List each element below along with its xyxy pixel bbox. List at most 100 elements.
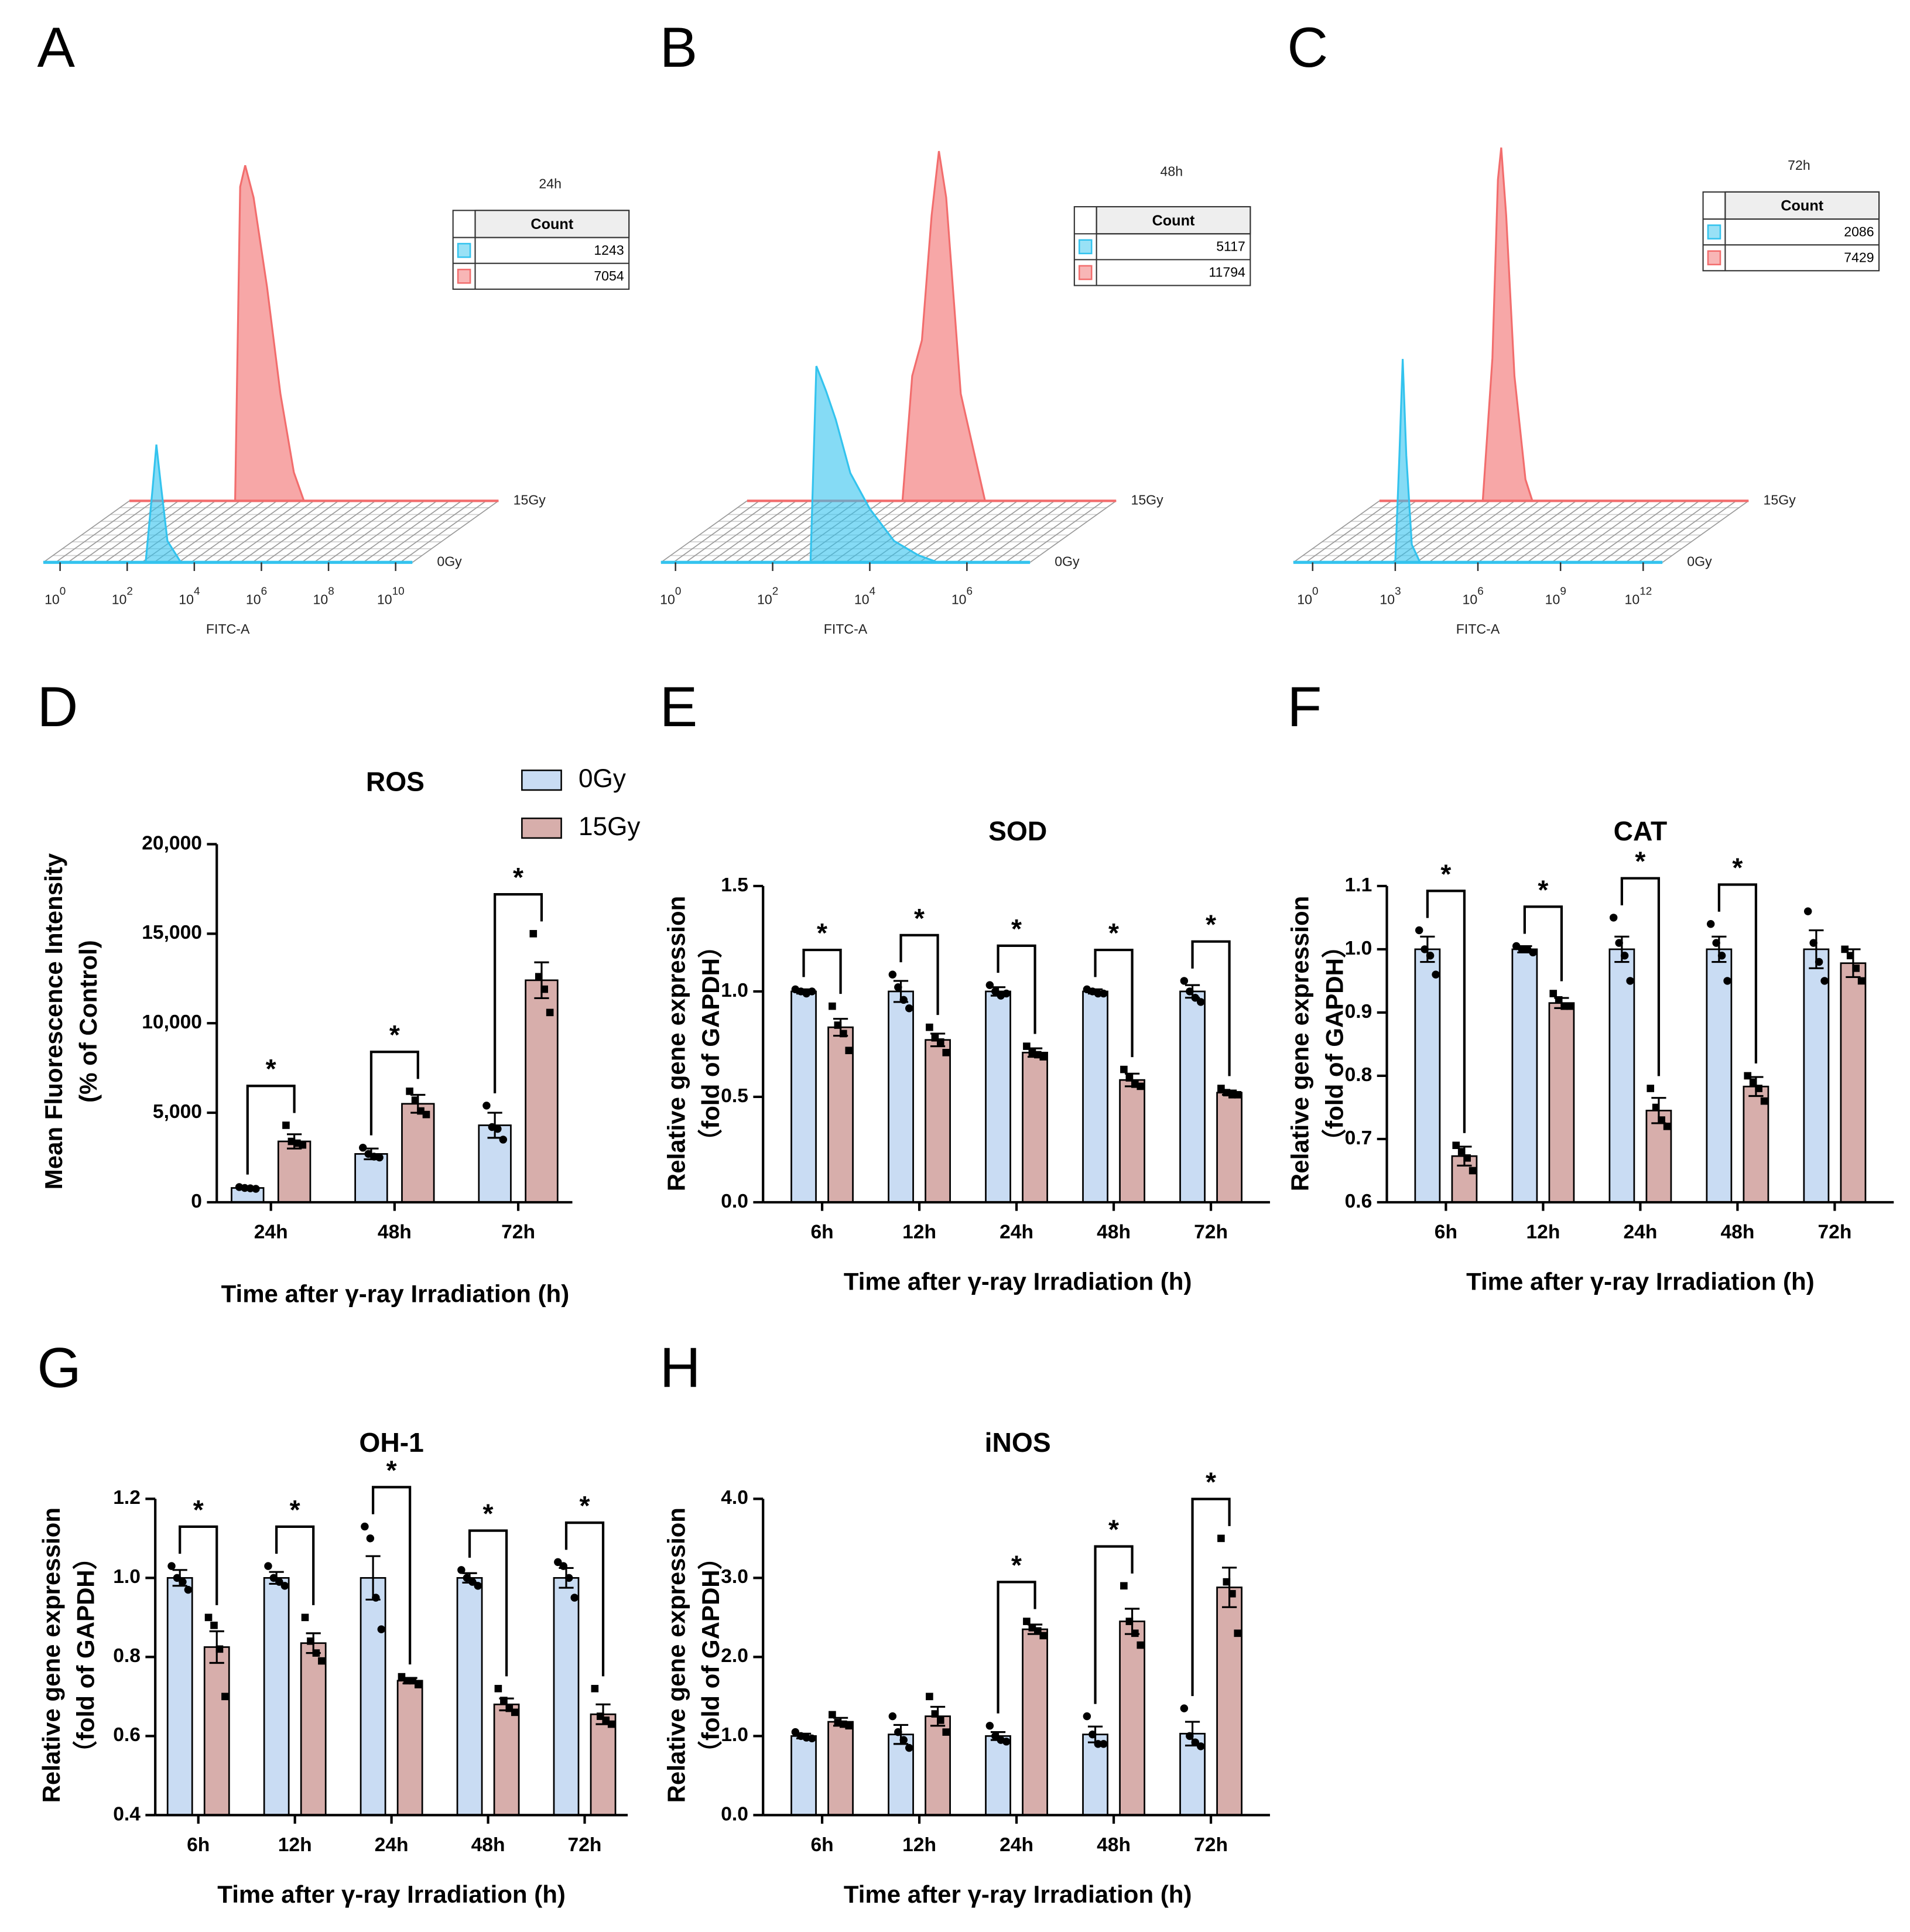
data-point — [597, 1712, 604, 1720]
table-swatch — [1078, 265, 1093, 281]
floor-line — [215, 500, 302, 563]
panel-letter: E — [660, 676, 697, 738]
y-tick-label: 0.8 — [1345, 1064, 1372, 1086]
x-tick-label: 24h — [375, 1834, 409, 1856]
significance-star: * — [1108, 918, 1119, 948]
bar — [1216, 1092, 1242, 1203]
histogram-curve — [1481, 147, 1534, 502]
floor-line — [697, 500, 785, 563]
significance-bracket — [468, 1529, 508, 1677]
x-tick-label: 72h — [1194, 1221, 1228, 1243]
data-point — [494, 1685, 502, 1692]
bar — [790, 1735, 817, 1816]
significance-star: * — [1440, 859, 1451, 889]
data-point — [991, 1732, 1000, 1740]
data-point — [985, 981, 994, 989]
y-tick-label: 4.0 — [721, 1487, 748, 1509]
data-point — [1712, 939, 1720, 947]
histogram-curve — [809, 365, 939, 563]
floor-line — [55, 500, 142, 563]
x-tick-label: 104 — [179, 586, 200, 607]
data-point — [1846, 952, 1854, 960]
y-tick-label: 0.5 — [721, 1085, 748, 1107]
x-tick-label: 106 — [1463, 586, 1484, 607]
table-header: Count — [1152, 213, 1195, 229]
bar — [590, 1713, 617, 1816]
data-point — [1120, 1065, 1128, 1073]
plot-title: iNOS — [985, 1427, 1051, 1458]
significance-star: * — [386, 1455, 397, 1485]
data-point — [808, 987, 816, 996]
significance-star: * — [483, 1499, 494, 1529]
tick-exponent: 3 — [1395, 586, 1401, 598]
significance-star: * — [817, 918, 827, 948]
x-tick-label: 24h — [1623, 1221, 1657, 1243]
y-tick-label: 1.0 — [721, 1724, 748, 1746]
panel-letter: H — [660, 1336, 701, 1399]
floor-line — [1305, 500, 1392, 563]
data-point — [411, 1096, 419, 1104]
data-point — [457, 1566, 465, 1574]
significance-star: * — [1635, 846, 1645, 877]
data-point — [1647, 1085, 1655, 1092]
tick-base: 10 — [854, 592, 870, 607]
y-tick-label: 15,000 — [142, 922, 202, 943]
floor-line — [1613, 500, 1700, 563]
table-count: 11794 — [1209, 265, 1245, 280]
panel-letter: C — [1287, 16, 1328, 79]
data-point — [985, 1722, 994, 1730]
data-point — [1131, 1080, 1139, 1088]
x-tick-label: 12h — [1526, 1221, 1560, 1243]
significance-bracket — [1191, 940, 1231, 1076]
x-tick-label: 6h — [810, 1834, 833, 1856]
bar — [553, 1577, 580, 1816]
data-point — [1457, 1148, 1466, 1155]
x-tick-label: 24h — [1000, 1221, 1033, 1243]
plot-title: ROS — [366, 767, 425, 797]
bar — [1803, 948, 1830, 1203]
tick-exponent: 12 — [1639, 586, 1652, 598]
data-point — [377, 1625, 386, 1633]
x-axis-label: FITC-A — [1456, 621, 1500, 637]
floor-line — [178, 500, 265, 563]
floor-line — [1453, 500, 1540, 563]
significance-bracket — [997, 1581, 1036, 1714]
x-axis-label: Time after γ-ray Irradiation (h) — [844, 1880, 1192, 1908]
tick-base: 10 — [313, 592, 328, 607]
tick-base: 10 — [1297, 592, 1312, 607]
data-point — [1626, 977, 1634, 985]
floor-line — [710, 500, 797, 563]
bar — [1022, 1628, 1048, 1816]
floor-line — [227, 500, 314, 563]
data-point — [1083, 1712, 1091, 1721]
significance-bracket — [1620, 877, 1661, 1076]
data-point — [280, 1582, 289, 1590]
significance-bracket — [1094, 948, 1134, 1058]
tick-base: 10 — [1380, 592, 1395, 607]
bar — [827, 1721, 854, 1816]
floor-line — [1514, 500, 1601, 563]
table-swatch — [1707, 224, 1721, 240]
tick-base: 10 — [1463, 592, 1478, 607]
data-point — [1197, 1742, 1205, 1750]
data-point — [1518, 945, 1526, 953]
floor-line — [992, 500, 1080, 563]
data-point — [499, 1136, 508, 1144]
panel-letter: G — [37, 1336, 81, 1399]
y-axis-label: （fold of GAPDH） — [697, 933, 724, 1154]
y-tick-label: 1.0 — [721, 980, 748, 1001]
data-point — [210, 1622, 218, 1629]
significance-star: * — [513, 862, 523, 893]
bar — [396, 1680, 423, 1816]
significance-bracket — [1094, 1545, 1134, 1704]
tick-base: 10 — [1545, 592, 1560, 607]
table-count: 1243 — [594, 242, 624, 258]
data-point — [1125, 1618, 1134, 1625]
x-tick-label: 72h — [568, 1834, 602, 1856]
data-point — [1039, 1632, 1048, 1640]
plot-title: CAT — [1614, 816, 1668, 846]
data-point — [546, 1008, 554, 1017]
bar — [985, 990, 1011, 1203]
table-count: 2086 — [1844, 224, 1874, 239]
data-point — [474, 1582, 482, 1590]
